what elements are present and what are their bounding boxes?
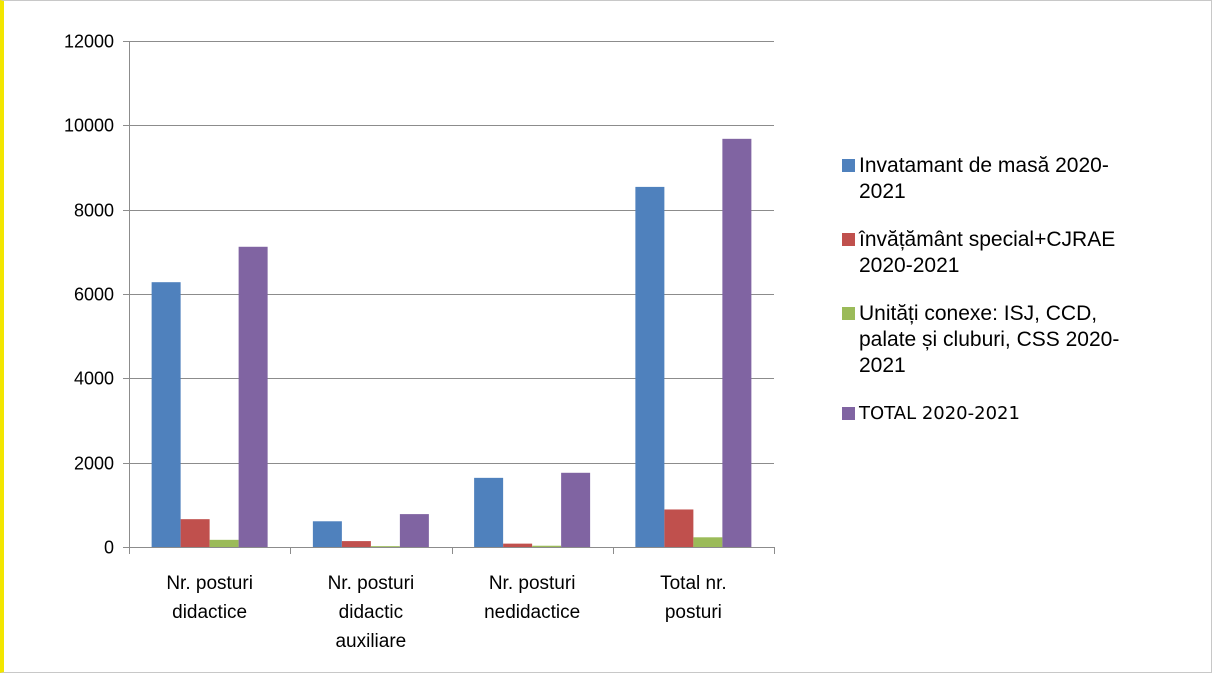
legend-label: învățământ special+CJRAE 2020-2021: [859, 227, 1115, 279]
legend-label: Invatamant de masă 2020- 2021: [859, 153, 1109, 205]
legend-swatch: [842, 307, 855, 320]
legend-item: Unități conexe: ISJ, CCD, palate și clubu…: [842, 301, 1204, 379]
x-category-label: posturi: [665, 602, 722, 623]
y-tick-label: 4000: [74, 369, 114, 389]
bar: [664, 509, 694, 547]
x-category-label: nedidactice: [484, 602, 580, 623]
legend-item: Invatamant de masă 2020- 2021: [842, 153, 1204, 205]
legend-label-line: 2021: [859, 180, 906, 203]
x-category-label: Total nr.: [660, 573, 727, 594]
bar: [532, 545, 562, 547]
bar: [209, 539, 239, 547]
y-tick-label: 6000: [74, 285, 114, 305]
x-category-label: Nr. posturi: [166, 573, 253, 594]
y-tick-label: 8000: [74, 201, 114, 221]
x-category-label: Nr. posturi: [328, 573, 415, 594]
legend-swatch: [842, 233, 855, 246]
bar: [238, 246, 268, 548]
legend-label: Unități conexe: ISJ, CCD, palate și clubu…: [859, 301, 1119, 379]
x-category-label: Nr. posturi: [489, 573, 576, 594]
bar: [370, 546, 400, 547]
legend-item: TOTAL 2020-2021: [842, 401, 1204, 427]
bar: [635, 186, 665, 547]
bar: [399, 514, 429, 547]
legend-label: TOTAL 2020-2021: [859, 401, 1020, 427]
bar: [180, 519, 210, 547]
y-tick-label: 0: [104, 538, 114, 558]
legend-swatch: [842, 407, 855, 420]
legend-label-line: Invatamant de masă 2020-: [859, 154, 1109, 177]
legend-swatch: [842, 159, 855, 172]
x-category-label: didactic: [339, 602, 403, 623]
bar: [474, 477, 504, 547]
legend-label-line: 2020-2021: [859, 254, 960, 277]
legend-label-line: Unități conexe: ISJ, CCD,: [859, 302, 1098, 325]
legend-label-line: palate și cluburi, CSS 2020-: [859, 328, 1120, 351]
bar: [312, 521, 342, 547]
bar: [341, 541, 371, 547]
bar: [561, 472, 591, 547]
x-category-label: auxiliare: [335, 631, 406, 652]
legend-label-line: 2021: [859, 354, 906, 377]
bar: [722, 138, 752, 547]
legend-item: învățământ special+CJRAE 2020-2021: [842, 227, 1204, 279]
y-tick-label: 10000: [64, 116, 114, 136]
bar: [693, 537, 723, 547]
bar: [151, 282, 181, 547]
bar: [503, 543, 533, 547]
legend-label-line: TOTAL 2020-2021: [859, 403, 1020, 424]
y-tick-label: 2000: [74, 454, 114, 474]
legend: Invatamant de masă 2020- 2021 învățământ s…: [842, 153, 1204, 449]
legend-label-line: învățământ special+CJRAE: [859, 228, 1116, 251]
y-tick-label: 12000: [64, 32, 114, 52]
x-category-label: didactice: [172, 602, 247, 623]
